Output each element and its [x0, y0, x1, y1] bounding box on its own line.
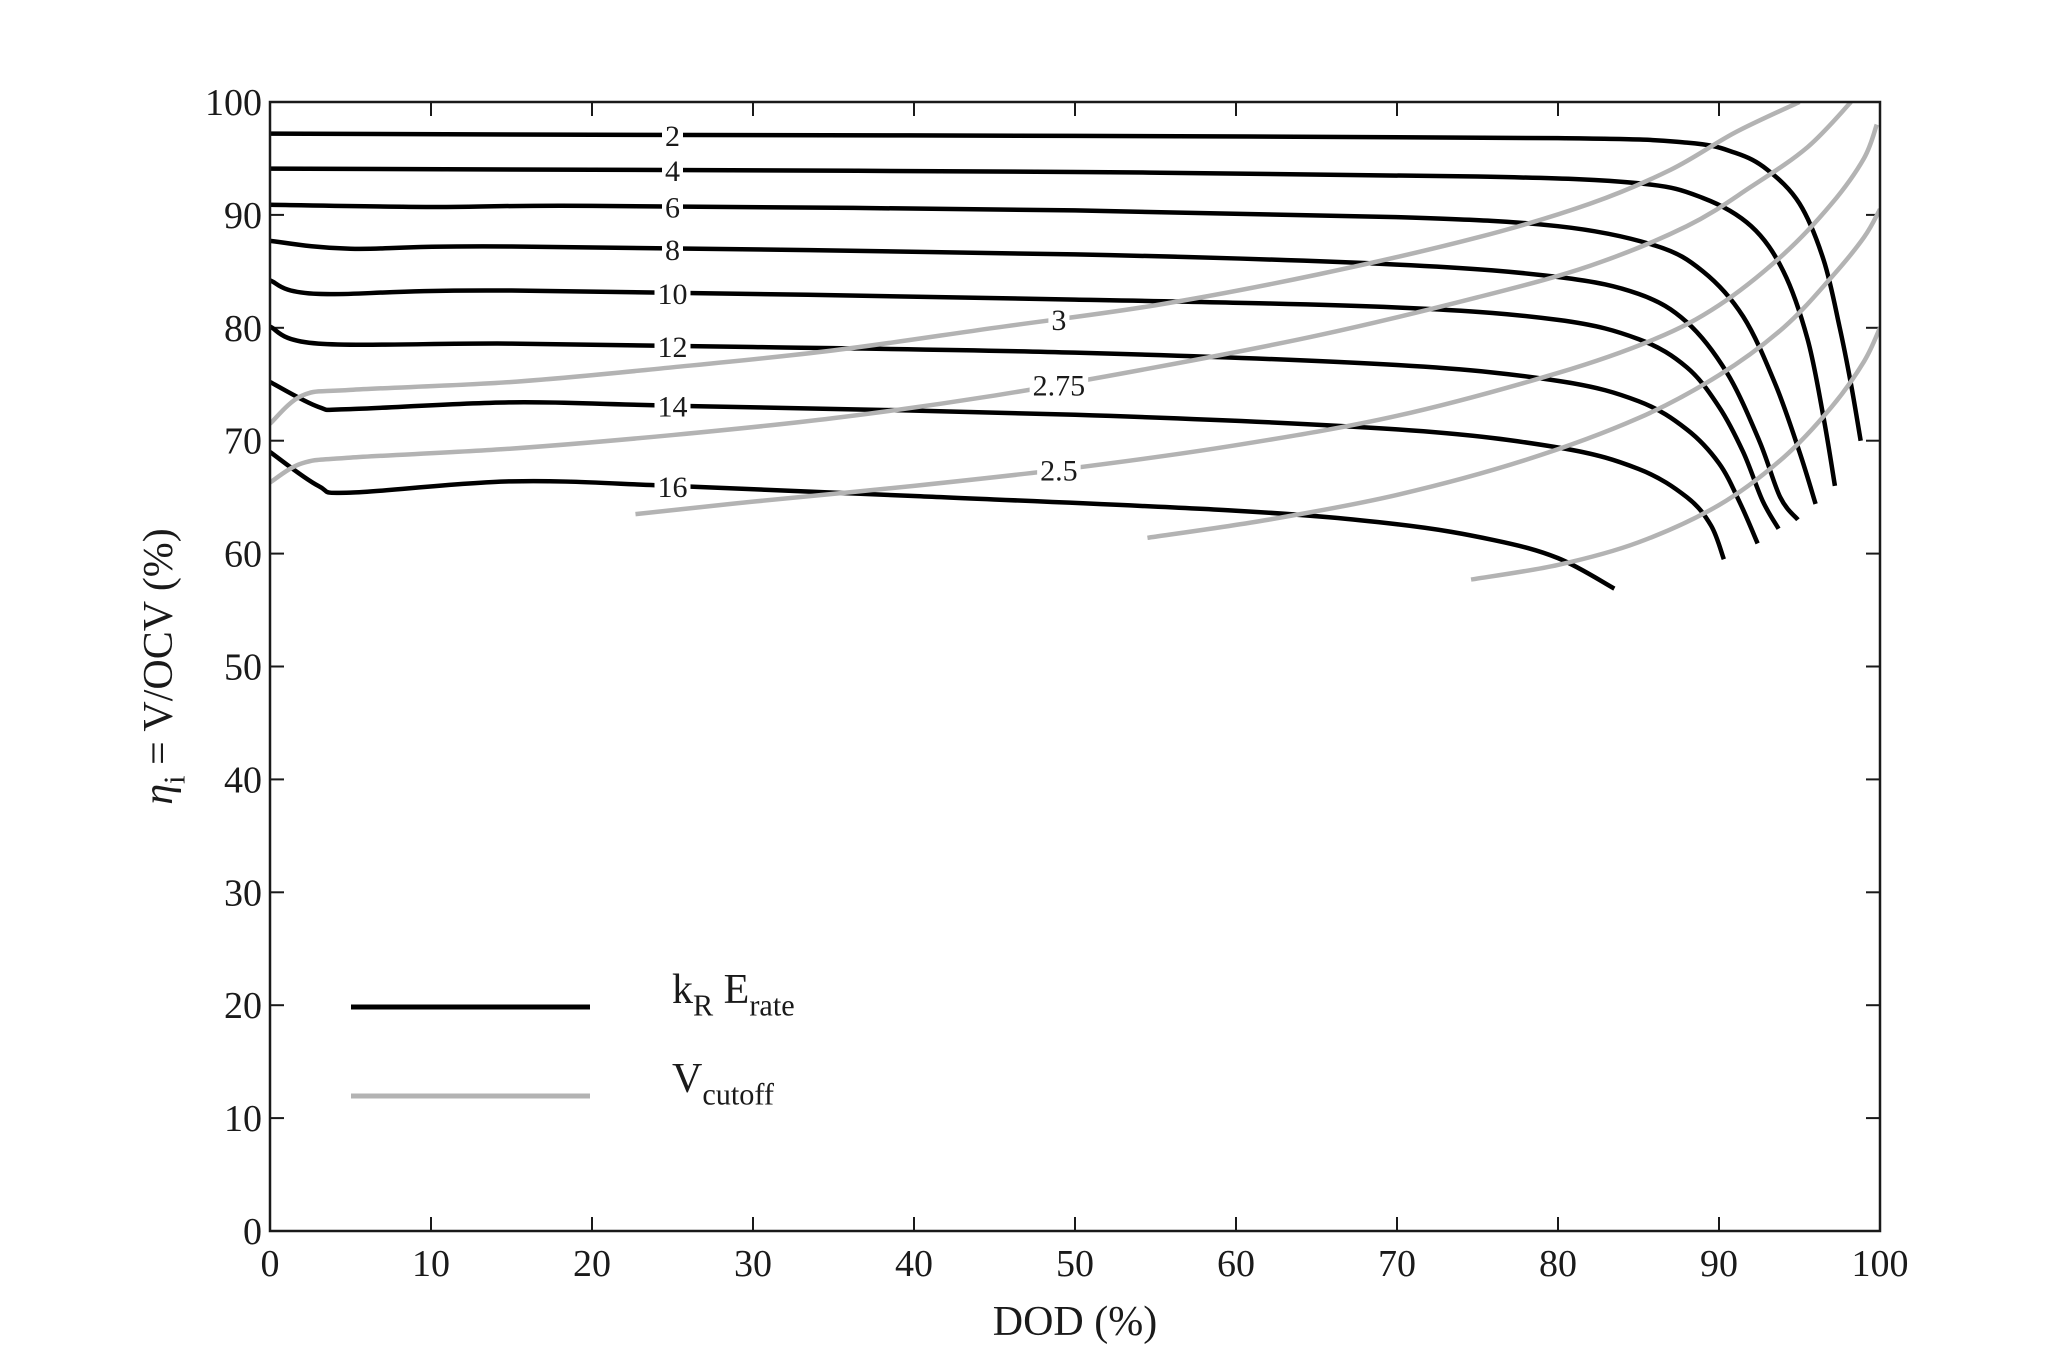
series-line — [270, 450, 1616, 591]
text-part: rate — [749, 989, 794, 1023]
series-line — [1470, 326, 1880, 582]
x-tick-label: 40 — [895, 1243, 933, 1285]
contour-label-group: 14 — [654, 391, 691, 424]
contour-label-group: 8 — [662, 234, 683, 267]
contour-label-bg — [662, 123, 683, 149]
contour-label-bg — [654, 474, 691, 500]
series-line — [270, 324, 1760, 545]
text-part: k — [672, 967, 693, 1013]
x-tick-label: 80 — [1539, 1243, 1577, 1285]
series-line — [635, 123, 1879, 517]
contour-label-group: 6 — [662, 192, 683, 225]
y-tick-label: 80 — [224, 308, 262, 350]
series-line — [270, 166, 1838, 487]
y-tick-label: 0 — [243, 1211, 262, 1253]
contour-label: 4 — [665, 155, 680, 188]
y-tick-label: 20 — [224, 985, 262, 1027]
y-tick-label: 100 — [205, 82, 262, 124]
plot-frame — [268, 100, 1882, 1233]
y-tick-label: 50 — [224, 647, 262, 689]
x-tick-label: 90 — [1700, 1243, 1738, 1285]
text-part: R — [693, 989, 714, 1023]
contour-label-group: 16 — [654, 471, 691, 504]
contour-label: 6 — [665, 192, 680, 225]
contour-label-group: 2.75 — [1029, 369, 1089, 402]
text-part: η — [136, 784, 182, 805]
series-line — [270, 102, 1853, 485]
x-tick-label: 50 — [1056, 1243, 1094, 1285]
text-part: i — [158, 776, 192, 784]
text-part: V — [672, 1056, 702, 1102]
x-tick-label: 60 — [1217, 1243, 1255, 1285]
contour-label-group: 4 — [662, 155, 683, 188]
contour-label: 12 — [658, 331, 688, 364]
contour-label-bg — [654, 282, 691, 308]
series-line — [270, 202, 1818, 505]
contour-label-bg — [662, 159, 683, 185]
series-line — [270, 238, 1800, 522]
x-tick-label: 20 — [573, 1243, 611, 1285]
y-tick-label: 60 — [224, 534, 262, 576]
contour-label-bg — [654, 394, 691, 420]
x-tick-label: 70 — [1378, 1243, 1416, 1285]
text-part: E — [713, 967, 749, 1013]
contour-label-group: 12 — [654, 331, 691, 364]
contour-label-bg — [654, 334, 691, 360]
contour-label: 2.5 — [1040, 455, 1078, 488]
series-line — [270, 379, 1726, 561]
x-tick-label: 0 — [261, 1243, 280, 1285]
contour-label-group: 2 — [662, 120, 683, 153]
contour-label-bg — [1037, 458, 1081, 484]
contour-label-group: 3 — [1048, 304, 1070, 337]
text-part: = V/OCV (%) — [136, 528, 182, 775]
contour-label-bg — [1029, 373, 1089, 399]
y-tick-label: 70 — [224, 421, 262, 463]
contour-label: 14 — [658, 391, 688, 424]
y-tick-label: 30 — [224, 872, 262, 914]
contour-label-group: 10 — [654, 278, 691, 311]
contour-label-bg — [1048, 307, 1070, 333]
legend-label: kR Erate — [672, 967, 795, 1023]
contour-label: 2 — [665, 120, 680, 153]
x-tick-label: 10 — [412, 1243, 450, 1285]
contour-label-bg — [662, 237, 683, 263]
contour-label-bg — [662, 195, 683, 221]
y-tick-label: 10 — [224, 1098, 262, 1140]
contour-label: 8 — [665, 234, 680, 267]
contour-label-group: 2.5 — [1037, 455, 1081, 488]
x-tick-label: 100 — [1852, 1243, 1909, 1285]
series-line — [1147, 208, 1880, 541]
x-tick-label: 30 — [734, 1243, 772, 1285]
y-tick-label: 90 — [224, 195, 262, 237]
x-axis-label: DOD (%) — [993, 1299, 1157, 1345]
legend-label: Vcutoff — [672, 1056, 775, 1112]
contour-label: 10 — [658, 278, 688, 311]
y-tick-label: 40 — [224, 759, 262, 801]
contour-label: 2.75 — [1033, 369, 1086, 402]
text-part: cutoff — [702, 1078, 775, 1112]
contour-label: 3 — [1051, 304, 1066, 337]
y-axis-label: ηi = V/OCV (%) — [136, 528, 192, 805]
contour-label: 16 — [658, 471, 688, 504]
